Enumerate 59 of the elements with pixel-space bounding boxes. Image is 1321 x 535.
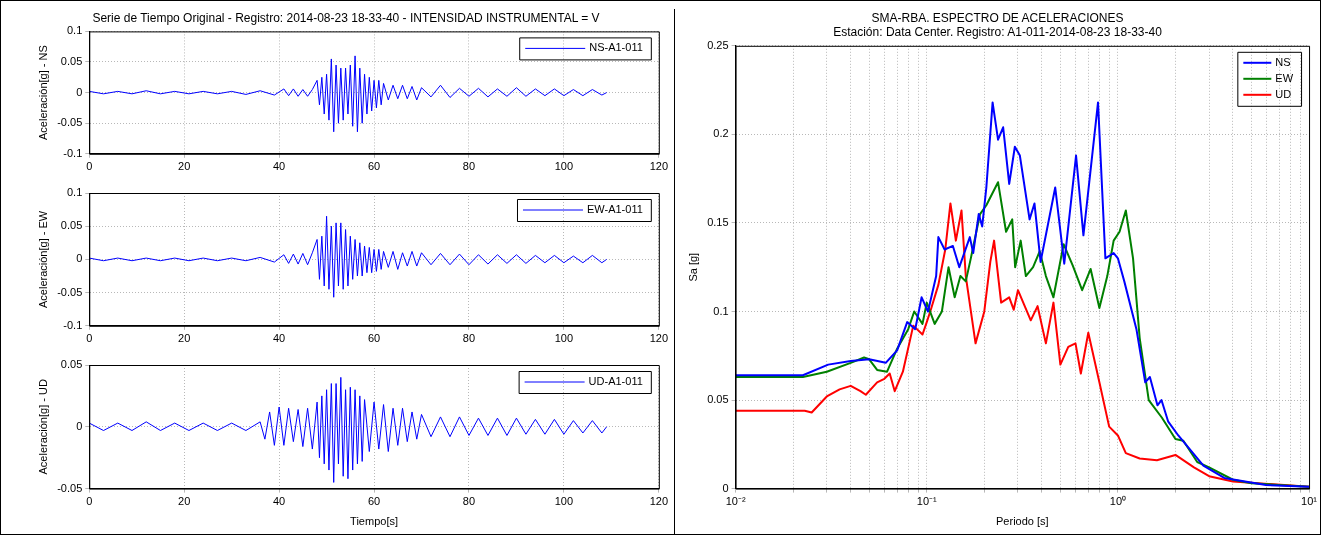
x-tick-label: 60 xyxy=(367,495,381,508)
chart-subtitle: Estación: Data Center. Registro: A1-011-2014-08-23 18-33-40 xyxy=(833,24,1163,39)
legend-label: UD xyxy=(1275,87,1292,100)
legend-label: EW xyxy=(1275,71,1294,84)
y-tick-label: 0 xyxy=(76,85,83,98)
x-tick-label: 100 xyxy=(554,160,574,173)
y-tick-label: -0.05 xyxy=(57,481,83,494)
x-tick-label: 20 xyxy=(178,495,191,508)
y-tick-label: 0.2 xyxy=(713,127,729,140)
y-axis-title: Sa [g] xyxy=(686,252,699,282)
y-tick-label: 0.25 xyxy=(707,38,729,51)
x-tick-label: 0 xyxy=(86,332,93,345)
text: EW-A1-011 xyxy=(586,203,643,216)
y-tick-label: 0.1 xyxy=(713,304,729,317)
x-tick-label: 40 xyxy=(273,332,286,345)
x-tick-label: 20 xyxy=(178,160,191,173)
x-tick-label: 100 xyxy=(554,332,574,345)
x-tick-label: 100 xyxy=(554,495,574,508)
y-axis-title: Aceleración[g] - NS xyxy=(36,45,49,140)
y-tick-label: 0.1 xyxy=(66,186,83,199)
legend-label: NS xyxy=(1275,55,1291,68)
x-tick-label: 10⁻² xyxy=(725,495,746,508)
text: NS-A1-011 xyxy=(589,41,643,54)
y-tick-label: 0.15 xyxy=(707,215,729,228)
y-tick-label: -0.05 xyxy=(57,285,83,298)
y-tick-label: 0 xyxy=(722,481,729,494)
x-tick-label: 120 xyxy=(649,332,668,345)
x-tick-label: 10⁻¹ xyxy=(916,495,938,508)
text: UD-A1-011 xyxy=(588,375,643,388)
x-tick-label: 10⁰ xyxy=(1109,495,1127,508)
x-tick-label: 0 xyxy=(86,160,93,173)
x-tick-label: 20 xyxy=(178,332,191,345)
x-tick-label: 120 xyxy=(649,495,668,508)
x-tick-label: 40 xyxy=(273,495,286,508)
x-tick-label: 80 xyxy=(462,332,476,345)
y-tick-label: -0.05 xyxy=(57,116,83,129)
x-axis-title: Periodo [s] xyxy=(996,515,1049,528)
x-tick-label: 60 xyxy=(367,160,381,173)
y-tick-label: 0.05 xyxy=(60,219,83,232)
x-axis-title: Tiempo[s] xyxy=(350,515,398,528)
y-tick-label: -0.1 xyxy=(63,318,83,331)
y-tick-label: 0 xyxy=(76,419,83,432)
x-tick-label: 80 xyxy=(462,495,476,508)
y-tick-label: 0.05 xyxy=(60,55,83,68)
y-tick-label: 0.05 xyxy=(60,358,83,371)
chart-title: Serie de Tiempo Original - Registro: 2014-08-23 18-33-40 - INTENSIDAD INSTRUMENTAL = V xyxy=(92,10,600,25)
x-tick-label: 80 xyxy=(462,160,476,173)
y-tick-label: 0.1 xyxy=(66,24,83,37)
y-axis-title: Aceleración[g] - EW xyxy=(36,210,49,308)
y-axis-title: Aceleración[g] - UD xyxy=(36,379,49,475)
x-tick-label: 0 xyxy=(86,495,93,508)
y-tick-label: 0.05 xyxy=(707,393,729,406)
chart-title: SMA-RBA. ESPECTRO DE ACELERACIONES xyxy=(871,10,1124,25)
x-tick-label: 10¹ xyxy=(1301,495,1318,508)
x-tick-label: 40 xyxy=(273,160,286,173)
x-tick-label: 120 xyxy=(649,160,668,173)
y-tick-label: 0 xyxy=(76,252,83,265)
y-tick-label: -0.1 xyxy=(63,146,83,159)
x-tick-label: 60 xyxy=(367,332,381,345)
